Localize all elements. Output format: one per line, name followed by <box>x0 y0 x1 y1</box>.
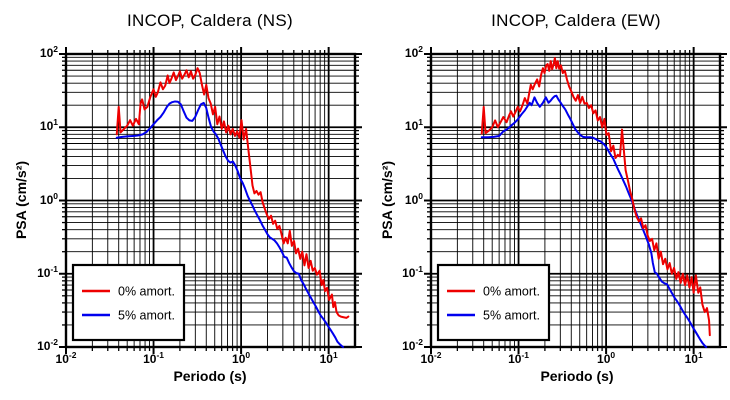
legend: 0% amort. 5% amort. <box>71 263 186 342</box>
x-tick-label: 100 <box>232 350 251 366</box>
legend: 0% amort. 5% amort. <box>436 263 551 342</box>
y-tick-label: 100 <box>39 190 58 207</box>
y-tick-label: 101 <box>39 117 58 134</box>
legend-label: 0% amort. <box>483 285 540 299</box>
y-tick-label: 10-2 <box>37 337 58 353</box>
legend-box <box>436 263 551 342</box>
x-tick-label: 10-2 <box>420 350 442 366</box>
legend-box <box>71 263 186 342</box>
x-tick-label: 100 <box>597 350 616 366</box>
x-tick-label: 10-2 <box>55 350 77 366</box>
curve-5-amort <box>115 100 345 348</box>
curve-0-amort <box>115 67 350 319</box>
y-tick-label: 10-2 <box>402 337 423 353</box>
plot-panel-ew: 0% amort. 5% amort. <box>424 47 727 354</box>
legend-label: 5% amort. <box>118 309 175 323</box>
curves-layer <box>115 67 350 348</box>
curves-layer <box>480 57 711 348</box>
x-tick-label: 101 <box>684 350 703 366</box>
plot-frame <box>64 52 357 349</box>
y-tick-label: 10-1 <box>402 263 423 280</box>
plot-frame <box>429 52 722 349</box>
legend-label: 5% amort. <box>483 309 540 323</box>
chart-title-ew: INCOP, Caldera (EW) <box>491 11 661 30</box>
plot-panel-ns: 0% amort. 5% amort. <box>59 47 362 354</box>
chart-title-ns: INCOP, Caldera (NS) <box>127 11 293 30</box>
x-tick-label: 101 <box>319 350 338 366</box>
legend-label: 0% amort. <box>118 285 175 299</box>
y-tick-label: 102 <box>404 44 423 60</box>
y-tick-label: 102 <box>39 44 58 60</box>
curve-0-amort <box>480 57 711 337</box>
y-tick-label: 10-1 <box>37 263 58 280</box>
y-tick-label: 100 <box>404 190 423 207</box>
y-tick-label: 101 <box>404 117 423 134</box>
x-tick-label: 10-1 <box>143 350 164 366</box>
x-tick-label: 10-1 <box>508 350 529 366</box>
x-axis-label-ns: Periodo (s) <box>173 368 247 384</box>
curve-5-amort <box>480 94 708 348</box>
x-axis-label-ew: Periodo (s) <box>540 368 614 384</box>
